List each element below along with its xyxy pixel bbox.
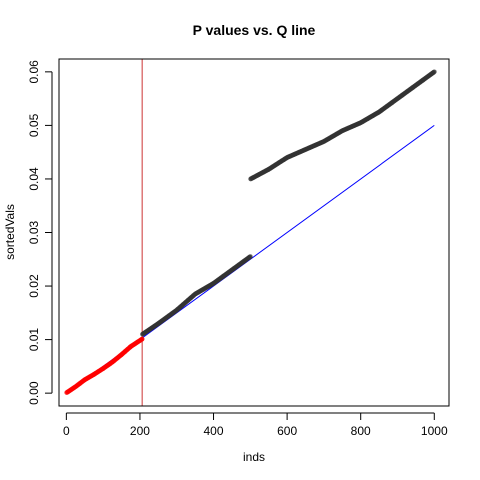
y-tick-label: 0.02: [27, 274, 41, 298]
chart-title: P values vs. Q line: [193, 22, 316, 38]
y-tick-label: 0.06: [27, 60, 41, 84]
x-tick-label: 800: [351, 424, 371, 438]
plot-area: [64, 59, 437, 406]
data-point: [139, 336, 145, 342]
series-0: [64, 336, 145, 396]
x-tick-label: 400: [204, 424, 224, 438]
y-tick-label: 0.05: [27, 113, 41, 137]
y-tick-label: 0.03: [27, 220, 41, 244]
x-tick-label: 0: [63, 424, 70, 438]
x-axis-label: inds: [243, 450, 265, 464]
y-tick-label: 0.00: [27, 381, 41, 405]
x-tick-label: 200: [130, 424, 150, 438]
y-tick-label: 0.01: [27, 328, 41, 352]
data-point: [431, 69, 437, 75]
y-axis-label: sortedVals: [3, 204, 17, 260]
x-tick-label: 1000: [421, 424, 448, 438]
plot-frame: [58, 58, 450, 407]
series-1: [140, 69, 437, 337]
data-point: [247, 254, 253, 259]
y-axis: 0.00 0.01 0.02 0.03 0.04 0.05 0.06: [27, 60, 53, 405]
y-tick-label: 0.04: [27, 167, 41, 191]
x-tick-label: 600: [277, 424, 297, 438]
x-axis: 0 200 400 600 800 1000: [63, 412, 448, 438]
